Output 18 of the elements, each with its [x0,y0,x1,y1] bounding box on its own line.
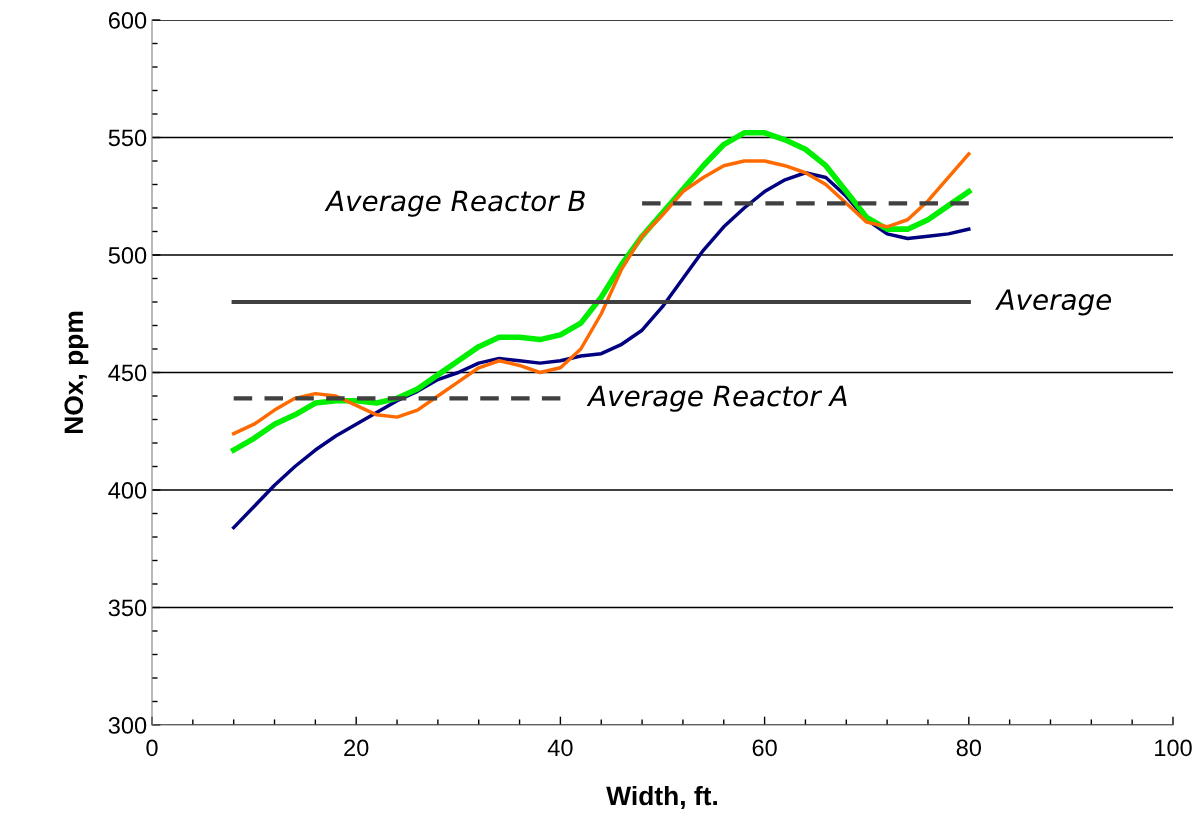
series-label: Average [995,289,1112,316]
x-tick-label: 100 [1155,739,1192,757]
x-tick-label: 60 [752,739,777,757]
y-tick-label: 400 [108,482,147,499]
x-tick-label: 20 [344,739,369,757]
y-tick-label: 550 [108,129,147,147]
y-tick-label: 300 [108,717,147,734]
series-label: Average Reactor A [586,385,847,412]
x-tick-label: 0 [146,739,158,757]
x-tick-label: 40 [547,739,573,757]
y-axis-title: NOx, ppm [64,311,89,434]
x-axis-title: Width, ft. [606,785,717,810]
y-tick-label: 450 [108,364,147,382]
y-tick-label: 600 [108,12,147,29]
text: Average Reactor B [324,190,585,217]
x-tick-label: 80 [956,739,982,757]
y-tick-label: 500 [108,247,147,264]
y-tick-label: 350 [108,599,147,617]
